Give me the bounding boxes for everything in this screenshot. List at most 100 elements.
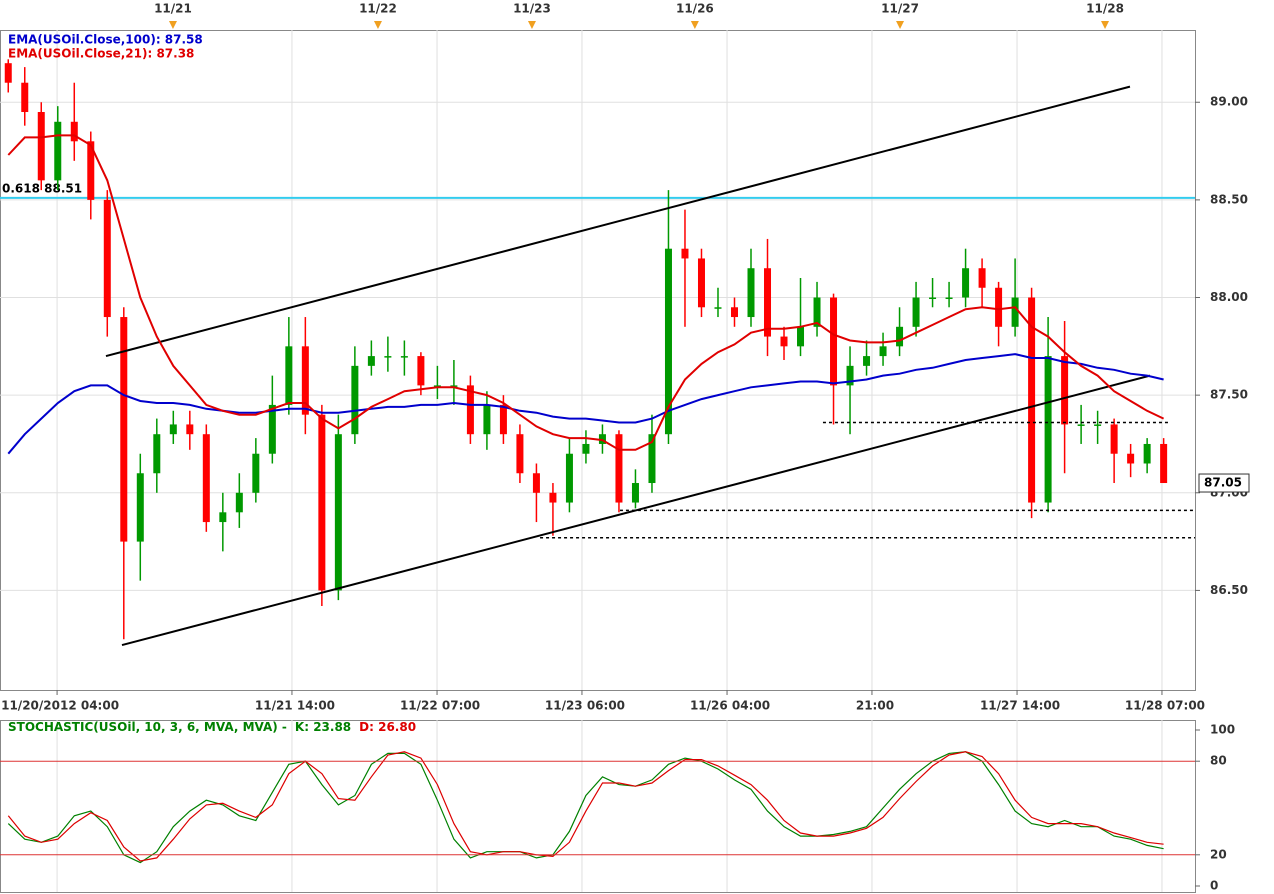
y-tick-label: 80 xyxy=(1210,754,1227,768)
top-date-label: 11/27 xyxy=(881,2,919,16)
candle-body xyxy=(417,356,425,386)
candle-body xyxy=(516,434,524,474)
x-tick-label: 11/26 04:00 xyxy=(690,699,770,713)
top-date-marker xyxy=(373,21,382,29)
candle-body xyxy=(978,268,986,288)
plot-area xyxy=(0,720,1196,893)
top-date-label: 11/23 xyxy=(513,2,551,16)
candle-body xyxy=(318,414,326,591)
candle-body xyxy=(995,287,1003,327)
y-tick-label: 20 xyxy=(1210,847,1227,861)
candle-body xyxy=(186,424,194,435)
indicator-title: STOCHASTIC(USOil, 10, 3, 6, MVA, MVA) - K… xyxy=(8,720,416,734)
y-tick-label: 88.00 xyxy=(1210,290,1248,304)
top-date-label: 11/28 xyxy=(1086,2,1124,16)
candle-body xyxy=(615,434,623,503)
candle-body xyxy=(648,434,656,484)
candle-body xyxy=(4,63,12,83)
candle-body xyxy=(87,141,95,200)
candle-body xyxy=(450,385,458,387)
x-tick-label: 11/20/2012 04:00 xyxy=(1,699,119,713)
candle-body xyxy=(268,404,276,454)
candle-body xyxy=(367,356,375,366)
candle-body xyxy=(219,512,227,523)
candle-body xyxy=(780,336,788,347)
candle-body xyxy=(400,356,408,358)
y-tick-label: 88.50 xyxy=(1210,192,1248,206)
candle-body xyxy=(797,326,805,347)
indicator-name: STOCHASTIC(USOil, 10, 3, 6, MVA, MVA) - xyxy=(8,720,287,734)
candle-body xyxy=(912,297,920,327)
candle-body xyxy=(830,297,838,386)
candle-body xyxy=(532,473,540,493)
candle-body xyxy=(21,82,29,113)
candle-body xyxy=(483,404,491,435)
legend-entry: EMA(USOil.Close,21): 87.38 xyxy=(8,47,194,61)
y-tick-label: 100 xyxy=(1210,723,1235,737)
x-tick-label: 11/22 07:00 xyxy=(400,699,480,713)
legend-entry: K: 23.88 xyxy=(295,720,351,734)
top-date-marker xyxy=(1101,21,1110,29)
candle-body xyxy=(351,365,359,435)
trend-line xyxy=(105,85,1131,358)
candle-body xyxy=(681,248,689,259)
candle-body xyxy=(235,492,243,513)
candle-body xyxy=(285,346,293,405)
candle-body xyxy=(301,346,309,415)
candle-body xyxy=(1110,424,1118,454)
candle-body xyxy=(70,121,78,142)
legend-entry: D: 26.80 xyxy=(359,720,416,734)
x-tick-label: 11/23 06:00 xyxy=(545,699,625,713)
candle-body xyxy=(764,268,772,337)
y-tick-label: 89.00 xyxy=(1210,95,1248,109)
x-tick-label: 11/28 07:00 xyxy=(1125,699,1205,713)
candle-body xyxy=(37,112,45,181)
candle-body xyxy=(499,404,507,435)
candle-body xyxy=(549,492,557,503)
candle-body xyxy=(1094,424,1102,426)
candle-body xyxy=(747,268,755,318)
candle-body xyxy=(582,443,590,454)
top-date-marker xyxy=(168,21,177,29)
y-tick-label: 0 xyxy=(1210,879,1218,893)
top-date-marker xyxy=(690,21,699,29)
candle-body xyxy=(334,434,342,591)
candle-body xyxy=(1061,356,1069,425)
series-line xyxy=(7,353,1164,455)
candle-body xyxy=(103,199,111,318)
candle-body xyxy=(1028,297,1036,503)
candle-body xyxy=(384,356,392,358)
series-line xyxy=(7,751,1164,862)
top-date-label: 11/22 xyxy=(359,2,397,16)
candle-body xyxy=(169,424,177,435)
y-tick-label: 87.50 xyxy=(1210,388,1248,402)
last-price-box xyxy=(1198,473,1250,493)
top-date-label: 11/26 xyxy=(676,2,714,16)
candle-body xyxy=(962,268,970,298)
last-price-label: 87.05 xyxy=(1204,476,1242,490)
candle-body xyxy=(136,473,144,542)
candle-body xyxy=(879,346,887,357)
candle-body xyxy=(813,297,821,327)
candle-body xyxy=(945,297,953,300)
candle-body xyxy=(1077,424,1085,426)
x-tick-label: 11/27 14:00 xyxy=(980,699,1060,713)
candle-body xyxy=(153,434,161,474)
candle-body xyxy=(1127,453,1135,464)
x-tick-label: 11/21 14:00 xyxy=(255,699,335,713)
candle-body xyxy=(565,453,573,503)
trend-line xyxy=(121,374,1151,647)
fib-label: 0.618 88.51 xyxy=(2,181,82,195)
candle-body xyxy=(598,434,606,444)
candle-body xyxy=(202,434,210,523)
candle-body xyxy=(466,385,474,435)
candle-body xyxy=(1011,297,1019,327)
candle-body xyxy=(1143,443,1151,464)
series-line xyxy=(7,134,1165,451)
candle-body xyxy=(730,307,738,318)
top-date-marker xyxy=(896,21,905,29)
top-date-marker xyxy=(527,21,536,29)
candle-body xyxy=(929,297,937,300)
candle-body xyxy=(896,326,904,347)
